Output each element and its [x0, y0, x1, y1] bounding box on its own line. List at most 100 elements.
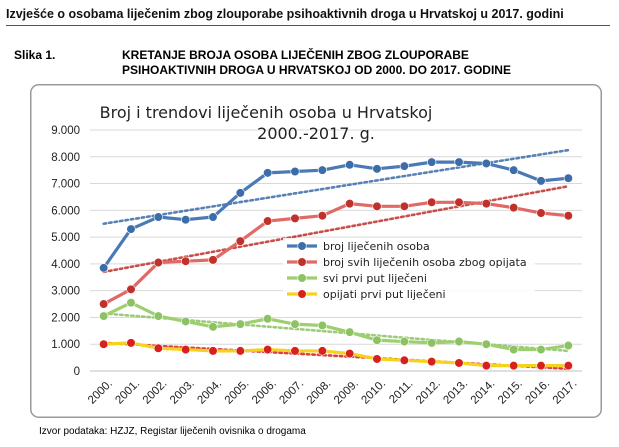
legend-bg — [283, 238, 535, 253]
legend-bg — [283, 286, 535, 301]
data-point-s3 — [126, 298, 136, 308]
data-point-s2 — [454, 197, 464, 207]
data-point-s3 — [317, 320, 327, 331]
legend-bg — [283, 270, 535, 285]
data-point-s2 — [99, 299, 109, 309]
legend-swatch-marker — [297, 241, 307, 251]
series-line-3 — [102, 301, 569, 352]
data-point-s1 — [290, 166, 300, 177]
trendline-2 — [102, 184, 570, 274]
data-point-s1 — [536, 176, 546, 186]
data-point-s4 — [481, 361, 491, 371]
figure-title-line-1: KRETANJE BROJA OSOBA LIJEČENIH ZBOG ZLOU… — [122, 48, 469, 62]
data-point-s4 — [345, 348, 355, 359]
chart-title-line-1: Broj i trendovi liječenih osoba u Hrvats… — [100, 103, 433, 122]
data-point-s2 — [372, 201, 382, 211]
data-point-s4 — [563, 361, 573, 371]
y-tick-label: 4.000 — [51, 259, 80, 271]
data-point-s1 — [153, 212, 163, 222]
data-point-s1 — [235, 188, 245, 198]
legend-swatch-marker — [297, 257, 307, 267]
y-tick-label: 1.000 — [51, 339, 80, 351]
legend-label: broj svih liječenih osoba zbog opijata — [323, 256, 527, 269]
data-point-s4 — [536, 361, 546, 371]
line-chart: 0 1.000 2.000 3.000 4.000 5.000 6.000 7.000 8.00… — [30, 84, 602, 418]
data-point-s4 — [263, 344, 273, 355]
data-point-s2 — [263, 216, 273, 226]
data-point-s4 — [427, 357, 437, 367]
data-point-s2 — [153, 257, 163, 268]
report-header: Izvješće o osobama liječenim zbog zloupo… — [6, 7, 610, 26]
data-point-s1 — [427, 157, 437, 167]
data-point-s1 — [126, 224, 136, 234]
legend-swatch-marker — [297, 289, 307, 299]
y-tick-label: 3.000 — [51, 286, 80, 298]
data-point-s2 — [345, 199, 355, 209]
data-point-s4 — [99, 339, 109, 349]
data-point-s1 — [317, 165, 327, 175]
data-point-s1 — [263, 168, 273, 178]
data-point-s2 — [399, 201, 409, 211]
data-point-s2 — [481, 199, 491, 209]
data-point-s3 — [509, 344, 519, 355]
data-point-s3 — [481, 339, 491, 349]
data-point-s3 — [454, 336, 464, 347]
chart-title-line-2: 2000.-2017. g. — [257, 124, 375, 143]
y-tick-label: 8.000 — [51, 152, 80, 164]
data-point-s2 — [290, 213, 300, 223]
data-point-s1 — [454, 157, 464, 167]
legend-label: broj liječenih osoba — [323, 240, 430, 253]
data-point-s1 — [481, 158, 491, 169]
legend-label: opijati prvi put liječeni — [323, 288, 446, 301]
data-point-s2 — [317, 211, 327, 221]
data-point-s4 — [290, 346, 300, 356]
data-point-s3 — [235, 319, 245, 329]
data-point-s3 — [536, 344, 546, 355]
data-point-s2 — [536, 208, 546, 218]
data-point-s2 — [181, 256, 191, 266]
data-point-s4 — [153, 343, 163, 353]
data-point-s3 — [263, 314, 273, 324]
data-point-s1 — [345, 160, 355, 170]
legend-bg — [283, 254, 535, 269]
y-tick-label: 0 — [74, 366, 80, 378]
data-point-s3 — [290, 319, 300, 329]
data-point-s4 — [454, 358, 464, 368]
chart-container: 0 1.000 2.000 3.000 4.000 5.000 6.000 7.000 8.00… — [30, 84, 602, 418]
legend-swatch-marker — [297, 273, 307, 283]
data-point-s1 — [208, 212, 218, 222]
y-tick-label: 2.000 — [51, 312, 80, 324]
data-point-s4 — [399, 355, 409, 365]
data-point-s3 — [181, 316, 191, 327]
data-point-s1 — [563, 173, 573, 183]
figure-title-line-2: PSIHOAKTIVNIH DROGA U HRVATSKOJ OD 2000.… — [122, 63, 511, 77]
data-point-s4 — [509, 361, 519, 371]
data-point-s4 — [235, 346, 245, 356]
data-point-s2 — [563, 211, 573, 221]
data-point-s2 — [126, 284, 136, 294]
data-point-s1 — [399, 161, 409, 171]
data-point-s3 — [427, 338, 437, 348]
data-point-s1 — [372, 164, 382, 174]
figure-label: Slika 1. — [14, 48, 56, 62]
figure-title: KRETANJE BROJA OSOBA LIJEČENIH ZBOG ZLOU… — [122, 48, 602, 78]
data-point-s2 — [427, 197, 437, 207]
data-point-s1 — [181, 215, 191, 225]
trendline-1 — [102, 148, 570, 226]
y-tick-label: 6.000 — [51, 205, 80, 217]
data-source-note: Izvor podataka: HZJZ, Registar liječenih… — [39, 426, 306, 437]
data-point-s3 — [563, 340, 573, 351]
data-point-s1 — [509, 165, 519, 175]
y-tick-label: 5.000 — [51, 232, 80, 244]
data-point-s3 — [153, 311, 163, 321]
data-point-s4 — [181, 344, 191, 355]
data-point-s3 — [372, 335, 382, 345]
data-point-s3 — [208, 322, 218, 332]
data-point-s4 — [126, 338, 136, 348]
data-point-s3 — [345, 327, 355, 337]
data-point-s2 — [509, 203, 519, 213]
data-point-s4 — [372, 354, 382, 364]
data-point-s2 — [235, 236, 245, 246]
data-point-s3 — [99, 311, 109, 321]
y-tick-label: 9.000 — [51, 125, 80, 137]
